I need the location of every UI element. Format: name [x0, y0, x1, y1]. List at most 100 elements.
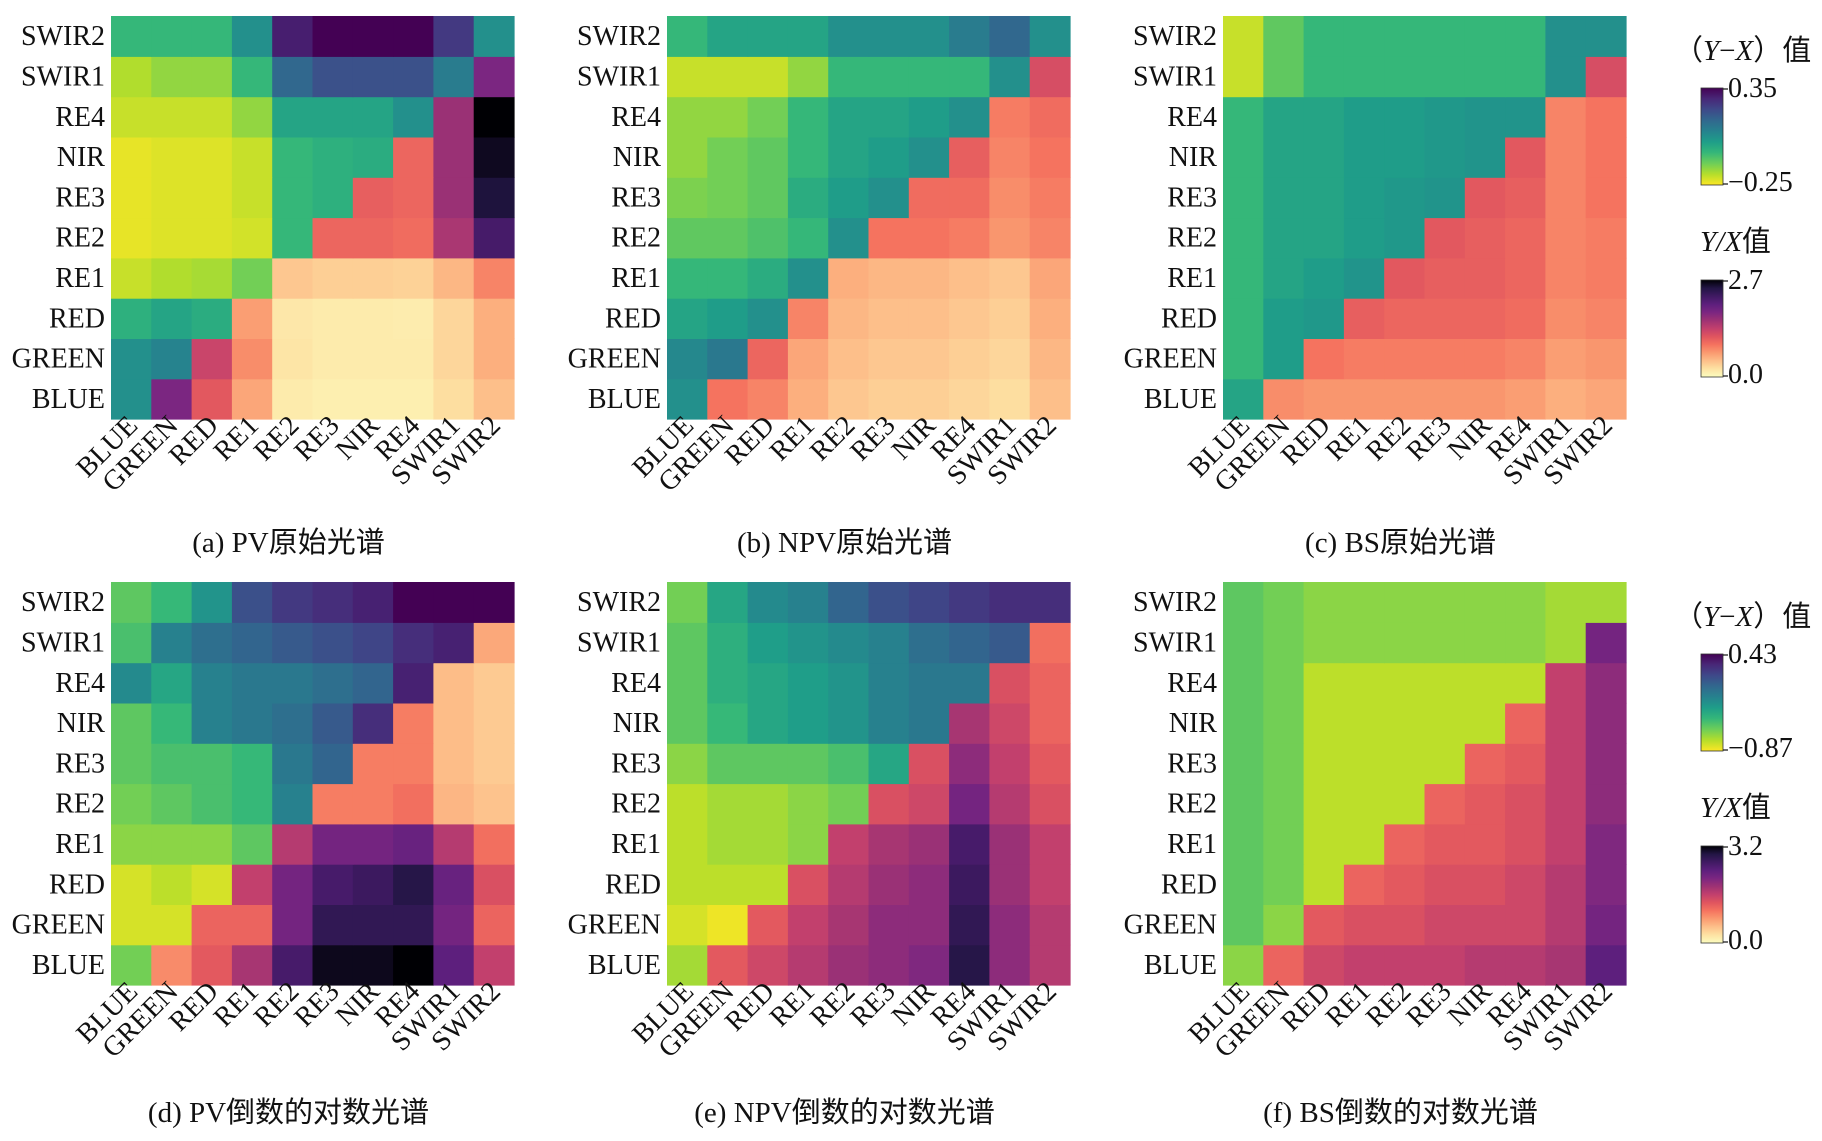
y-tick-label: RE3 — [1167, 182, 1217, 213]
heatmap-cell — [787, 622, 829, 664]
heatmap-cell — [1343, 177, 1385, 219]
heatmap-cell — [473, 16, 515, 57]
heatmap-cell — [787, 864, 829, 905]
heatmap-cell — [473, 582, 515, 623]
heatmap-cell — [1424, 582, 1466, 623]
heatmap-cell — [1223, 662, 1264, 704]
heatmap-cell — [151, 783, 193, 825]
heatmap-cell — [1424, 622, 1466, 664]
heatmap-cell — [747, 662, 789, 704]
heatmap-cell — [1424, 944, 1466, 986]
heatmap-cell — [191, 702, 233, 744]
heatmap-cell — [312, 743, 354, 785]
y-tick-label: GREEN — [1124, 344, 1217, 375]
heatmap-cell — [312, 662, 354, 704]
heatmap-cell — [191, 743, 233, 785]
y-tick-label: RE1 — [55, 263, 105, 294]
heatmap-cell — [667, 702, 708, 744]
heatmap-cell — [1029, 743, 1071, 785]
heatmap-cell — [1505, 217, 1546, 259]
y-tick-label: SWIR2 — [1133, 21, 1217, 52]
heatmap-cell — [1585, 702, 1627, 744]
heatmap-cell — [787, 136, 829, 178]
heatmap-cell — [1545, 338, 1587, 380]
heatmap-cell — [1263, 257, 1305, 299]
heatmap-cell — [272, 257, 314, 299]
heatmap-cell — [352, 136, 394, 178]
y-tick-label: RE3 — [55, 748, 105, 779]
heatmap-cell — [747, 177, 789, 219]
y-tick-label: RE3 — [611, 182, 661, 213]
heatmap-cell — [272, 298, 314, 339]
y-tick-label: RE4 — [1167, 102, 1217, 133]
heatmap-cell — [747, 378, 789, 420]
heatmap-cell — [949, 257, 990, 299]
heatmap-cell — [1223, 582, 1264, 623]
heatmap-cell — [787, 662, 829, 704]
heatmap-cell — [1464, 944, 1506, 986]
heatmap-cell — [1263, 743, 1305, 785]
heatmap-cell — [1464, 56, 1506, 98]
heatmap-cell — [1585, 904, 1627, 946]
heatmap-cell — [1343, 16, 1385, 57]
heatmap-cell — [473, 783, 515, 825]
heatmap-cell — [1424, 177, 1466, 219]
heatmap-cell — [151, 622, 193, 664]
heatmap-cell — [1343, 864, 1385, 905]
heatmap-cell — [747, 864, 789, 905]
heatmap-cell — [828, 177, 870, 219]
heatmap-cell — [1585, 56, 1627, 98]
heatmap-cell — [111, 136, 152, 178]
heatmap-cell — [473, 622, 515, 664]
heatmap-cell — [433, 944, 475, 986]
diff-colorbar-min-label: −0.87 — [1728, 733, 1793, 764]
heatmap-cell — [868, 944, 910, 986]
heatmap-cell — [747, 16, 789, 57]
heatmap-cell — [868, 338, 910, 380]
heatmap-cell — [908, 217, 950, 259]
heatmap-cell — [1263, 702, 1305, 744]
heatmap-cell — [949, 96, 990, 138]
heatmap-cell — [1303, 96, 1345, 138]
heatmap-cell — [191, 823, 233, 865]
heatmap-cell — [1384, 338, 1426, 380]
heatmap-cell — [191, 96, 233, 138]
heatmap-cell — [151, 257, 193, 299]
heatmap-cell — [1303, 904, 1345, 946]
heatmap-cell — [1545, 582, 1587, 623]
heatmap-cell — [1464, 743, 1506, 785]
heatmap-cell — [352, 743, 394, 785]
heatmap-cell — [1545, 56, 1587, 98]
heatmap-cell — [989, 177, 1031, 219]
y-tick-label: SWIR1 — [1133, 61, 1217, 92]
heatmap-cell — [747, 257, 789, 299]
heatmap-cell — [1223, 743, 1264, 785]
heatmap-cell — [908, 702, 950, 744]
heatmap-cell — [312, 217, 354, 259]
y-tick-label: RE1 — [1167, 263, 1217, 294]
heatmap-cell — [1464, 257, 1506, 299]
heatmap-cell — [1585, 298, 1627, 339]
heatmap-cell — [868, 217, 910, 259]
heatmap-cell — [1585, 662, 1627, 704]
heatmap-cell — [473, 217, 515, 259]
heatmap-cell — [908, 257, 950, 299]
heatmap-cell — [908, 378, 950, 420]
heatmap-cell — [393, 217, 434, 259]
heatmap-cell — [667, 783, 708, 825]
heatmap-cell — [1263, 904, 1305, 946]
heatmap-cell — [949, 16, 990, 57]
heatmap-cell — [1545, 702, 1587, 744]
diff-colorbar-title: （Y−X）值 — [1674, 34, 1811, 67]
heatmap-cell — [868, 662, 910, 704]
y-tick-label: SWIR2 — [21, 21, 105, 52]
diff-colorbar — [1700, 653, 1724, 752]
heatmap-cell — [1303, 743, 1345, 785]
y-tick-label: SWIR1 — [21, 61, 105, 92]
heatmap-cell — [787, 177, 829, 219]
heatmap-cell — [828, 622, 870, 664]
heatmap-cell — [908, 743, 950, 785]
heatmap-cell — [1029, 338, 1071, 380]
heatmap-cell — [1263, 56, 1305, 98]
ratio-colorbar-max-label: 3.2 — [1728, 831, 1763, 862]
